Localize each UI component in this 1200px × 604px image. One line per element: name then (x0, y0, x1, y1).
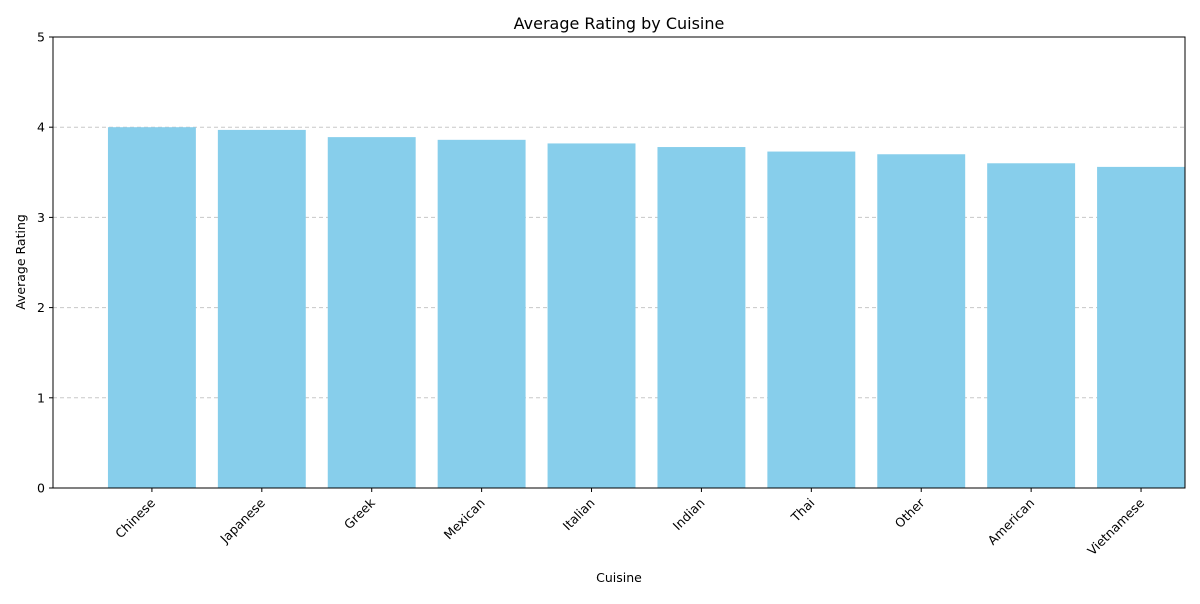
bar-chinese (107, 127, 196, 488)
bar-vietnamese (1097, 166, 1185, 488)
y-tick-label: 2 (37, 300, 45, 315)
bar-other (877, 154, 966, 488)
bar-greek (327, 137, 416, 488)
x-tick-label: Greek (341, 495, 378, 532)
x-tick-label: Other (892, 495, 928, 531)
bar-italian (547, 143, 636, 488)
x-tick-label: Italian (560, 495, 598, 533)
y-tick-label: 1 (37, 390, 45, 405)
bar-indian (657, 147, 746, 488)
x-tick-label: Thai (787, 495, 817, 525)
bar-american (987, 163, 1076, 488)
plot-area-frame (52, 36, 1186, 489)
bar-japanese (217, 129, 306, 488)
bar-thai (767, 151, 856, 488)
x-tick-label: Japanese (216, 495, 268, 547)
y-tick-label: 5 (37, 30, 45, 45)
x-axis-ticks: Chinese Japanese Greek Mexican Italian Indian… (112, 488, 1147, 558)
y-tick-label: 3 (37, 210, 45, 225)
y-tick-label: 4 (37, 120, 45, 135)
bar-mexican (437, 139, 526, 488)
x-tick-label: Indian (670, 495, 708, 533)
y-axis-label: Average Rating (13, 214, 28, 310)
bars (107, 127, 1185, 488)
chart-title: Average Rating by Cuisine (514, 14, 725, 33)
x-tick-label: Mexican (441, 495, 488, 542)
y-tick-label: 0 (37, 481, 45, 496)
x-tick-label: American (985, 495, 1038, 548)
x-axis-label: Cuisine (596, 570, 642, 585)
x-tick-label: Chinese (112, 495, 158, 541)
x-tick-label: Vietnamese (1084, 495, 1147, 558)
y-axis-ticks: 0 1 2 3 4 5 (37, 30, 53, 496)
